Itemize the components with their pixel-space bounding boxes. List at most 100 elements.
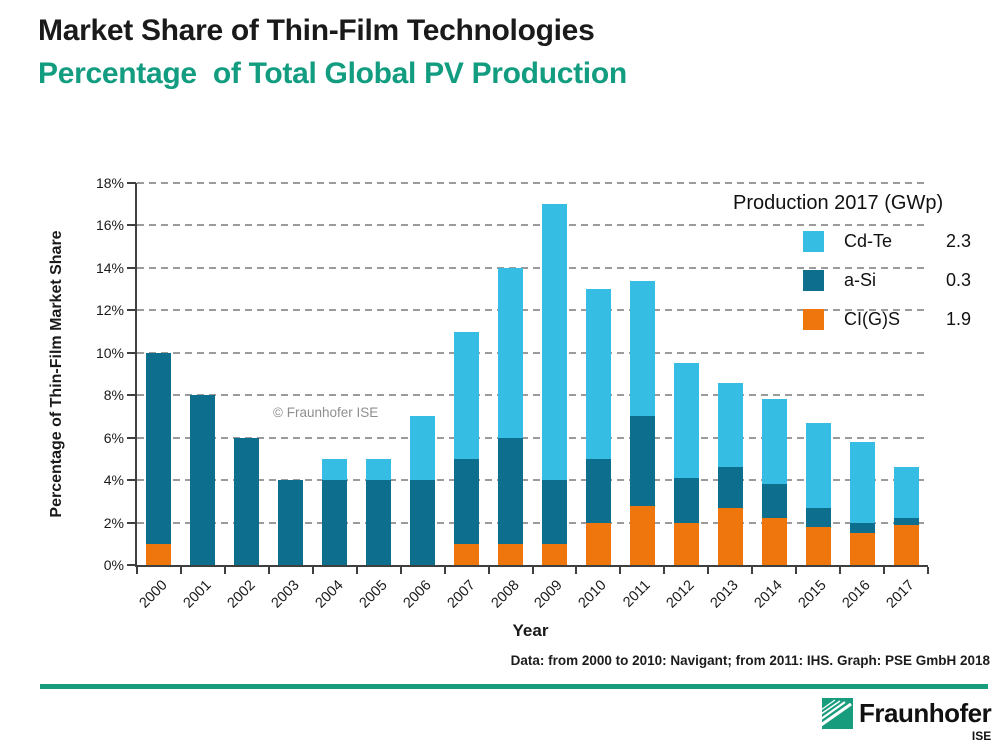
bar-2017-CI(G)S: [893, 524, 919, 565]
legend-item-Cd-Te: Cd-Te 2.3: [803, 231, 999, 252]
legend-swatch-CI(G)S: [803, 309, 824, 330]
y-tick-label-12: 12%: [95, 302, 124, 319]
bar-2008-a-Si: [498, 437, 524, 544]
bar-2016-a-Si: [849, 522, 875, 534]
x-tick-10: [575, 567, 578, 574]
bar-2011-CI(G)S: [629, 505, 655, 565]
y-tick-label-6: 6%: [103, 429, 124, 446]
bar-2013-a-Si: [717, 467, 743, 508]
x-tick-7: [443, 567, 446, 574]
y-tick-label-16: 16%: [95, 217, 124, 234]
legend-rows: Cd-Te 2.3 a-Si 0.3 CI(G)S 1.9: [733, 231, 999, 330]
watermark-text: © Fraunhofer ISE: [273, 405, 379, 420]
bar-2013-CI(G)S: [717, 507, 743, 565]
y-tick-label-8: 8%: [103, 387, 124, 404]
legend-label-CI(G)S: CI(G)S: [844, 309, 900, 329]
x-tick-5: [355, 567, 358, 574]
x-tick-8: [487, 567, 490, 574]
legend: Production 2017 (GWp) Cd-Te 2.3 a-Si 0.3 CI(…: [733, 192, 999, 348]
bar-2003-a-Si: [278, 480, 304, 565]
bar-2006-a-Si: [410, 480, 436, 565]
bar-2000-a-Si: [146, 352, 172, 544]
bar-2012-a-Si: [673, 478, 699, 523]
x-tick-11: [619, 567, 622, 574]
fraunhofer-logo: Fraunhofer ISE: [822, 698, 992, 743]
y-tick-label-2: 2%: [103, 514, 124, 531]
legend-label-Cd-Te: Cd-Te: [844, 231, 893, 251]
page-subtitle: Percentage of Total Global PV Production: [38, 57, 627, 90]
bar-2009-Cd-Te: [541, 204, 567, 481]
x-tick-1: [179, 567, 182, 574]
bar-2000-CI(G)S: [146, 543, 172, 565]
bar-2015-a-Si: [805, 507, 831, 527]
y-tick-6: [127, 436, 136, 439]
y-tick-label-0: 0%: [103, 557, 124, 573]
bar-2016-Cd-Te: [849, 441, 875, 523]
legend-label-a-Si: a-Si: [844, 270, 877, 290]
divider-bar: [40, 684, 988, 689]
x-axis-title: Year: [512, 621, 549, 640]
bar-2007-Cd-Te: [454, 331, 480, 459]
legend-item-CI(G)S: CI(G)S 1.9: [803, 309, 999, 330]
legend-value-Cd-Te: 2.3: [945, 231, 971, 251]
bar-2008-CI(G)S: [498, 543, 524, 565]
legend-title: Production 2017 (GWp): [733, 192, 944, 214]
bar-2002-a-Si: [234, 437, 260, 565]
gridline-12: [137, 309, 928, 312]
y-tick-2: [127, 521, 136, 524]
x-tick-15: [795, 567, 798, 574]
y-tick-label-18: 18%: [95, 175, 124, 191]
bar-2017-a-Si: [893, 518, 919, 525]
gridline-8: [137, 394, 928, 397]
bar-2010-a-Si: [585, 458, 611, 523]
bar-2009-CI(G)S: [541, 543, 567, 565]
bar-2009-a-Si: [541, 480, 567, 544]
bar-2012-CI(G)S: [673, 522, 699, 565]
bar-2011-Cd-Te: [629, 280, 655, 417]
bar-2013-Cd-Te: [717, 382, 743, 468]
fraunhofer-logo-text: Fraunhofer ISE: [859, 698, 992, 743]
bar-2007-a-Si: [454, 458, 480, 544]
legend-swatch-Cd-Te: [803, 231, 824, 252]
gridline-16: [137, 224, 928, 227]
bar-2005-Cd-Te: [366, 458, 392, 481]
gridline-10: [137, 351, 928, 354]
legend-swatch-a-Si: [803, 270, 824, 291]
x-tick-9: [531, 567, 534, 574]
x-tick-6: [399, 567, 402, 574]
page-title: Market Share of Thin-Film Technologies: [38, 14, 595, 47]
legend-value-CI(G)S: 1.9: [945, 309, 971, 329]
logo-institute: ISE: [971, 729, 992, 743]
x-tick-18: [927, 567, 929, 574]
bar-2011-a-Si: [629, 416, 655, 506]
bar-2005-a-Si: [366, 480, 392, 565]
gridline-14: [137, 266, 928, 269]
x-tick-14: [751, 567, 754, 574]
y-tick-18: [127, 182, 136, 184]
bar-2014-Cd-Te: [761, 399, 787, 485]
legend-value-a-Si: 0.3: [945, 270, 971, 290]
y-tick-0: [127, 564, 136, 566]
x-tick-3: [267, 567, 270, 574]
bar-2016-CI(G)S: [849, 533, 875, 565]
y-tick-label-14: 14%: [95, 259, 124, 276]
x-tick-0: [136, 567, 138, 574]
bar-2001-a-Si: [190, 395, 216, 565]
bar-2014-CI(G)S: [761, 518, 787, 565]
bar-2008-Cd-Te: [498, 267, 524, 438]
data-source-note: Data: from 2000 to 2010: Navigant; from …: [510, 653, 990, 668]
y-tick-8: [127, 394, 136, 397]
bar-2010-Cd-Te: [585, 289, 611, 459]
y-tick-16: [127, 224, 136, 227]
x-tick-17: [883, 567, 886, 574]
bar-2007-CI(G)S: [454, 543, 480, 565]
x-tick-2: [223, 567, 226, 574]
bar-2006-Cd-Te: [410, 416, 436, 481]
legend-item-a-Si: a-Si 0.3: [803, 270, 999, 291]
y-tick-10: [127, 351, 136, 354]
bar-2012-Cd-Te: [673, 363, 699, 478]
y-tick-label-10: 10%: [95, 344, 124, 361]
bar-2004-Cd-Te: [322, 458, 348, 481]
y-tick-14: [127, 266, 136, 269]
